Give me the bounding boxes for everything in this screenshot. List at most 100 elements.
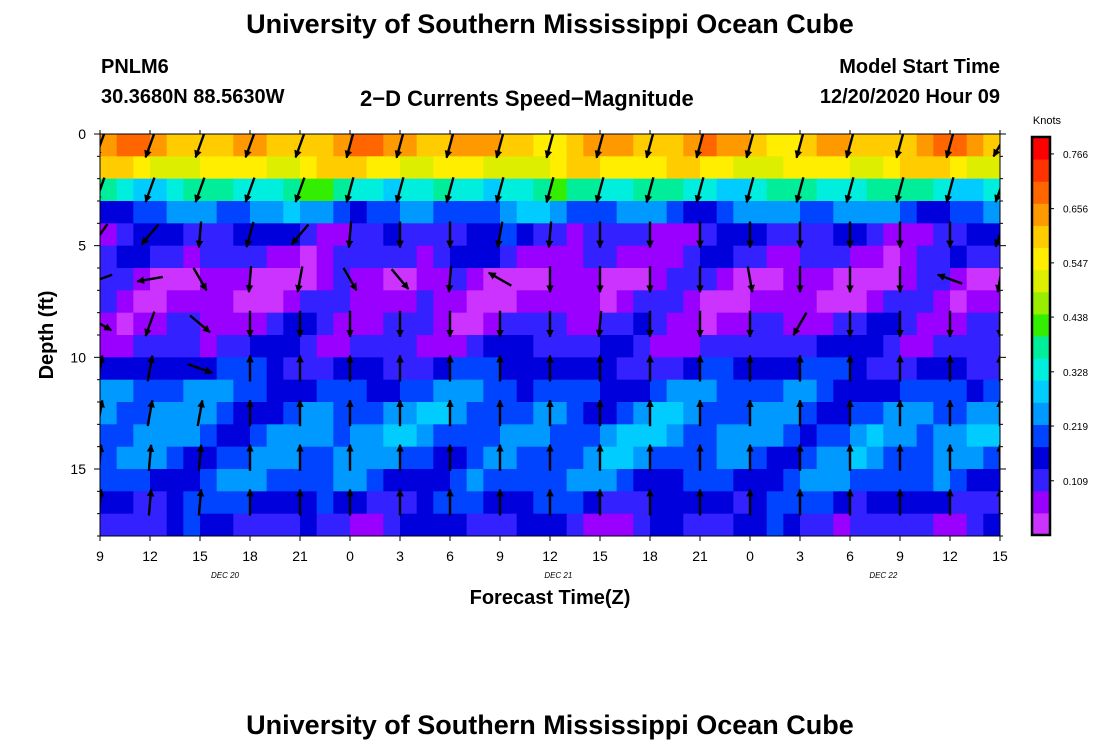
heatmap-cell	[366, 469, 384, 492]
heatmap-cell	[733, 513, 751, 536]
heatmap-cell	[333, 312, 351, 336]
heatmap-cell	[550, 513, 568, 536]
heatmap-cell	[366, 446, 384, 470]
current-vector-arrow	[544, 134, 555, 159]
heatmap-cell	[800, 335, 818, 358]
heatmap-cell	[550, 335, 568, 358]
heatmap-cell	[166, 469, 184, 492]
x-tick-label: 6	[446, 548, 454, 564]
heatmap-cell	[616, 178, 634, 202]
heatmap-cell	[500, 357, 518, 381]
heatmap-cell	[666, 402, 684, 425]
heatmap-cell	[333, 513, 351, 536]
heatmap-cell	[716, 156, 734, 180]
heatmap-cell	[866, 223, 884, 247]
heatmap-cell	[666, 156, 684, 180]
heatmap-cell	[383, 491, 401, 515]
heatmap-cell	[683, 424, 701, 448]
heatmap-cell	[800, 446, 818, 470]
x-tick-label: 12	[942, 548, 958, 564]
current-vector-arrow	[494, 176, 505, 204]
heatmap-cell	[600, 469, 618, 492]
heatmap-cell	[600, 245, 618, 269]
heatmap-cell	[516, 513, 534, 536]
heatmap-cell	[833, 357, 851, 381]
heatmap-cell	[200, 268, 218, 291]
heatmap-cell	[516, 424, 534, 448]
heatmap-cell	[100, 223, 118, 247]
heatmap-cell	[916, 268, 934, 291]
heatmap-cell	[566, 312, 584, 336]
heatmap-cell	[866, 156, 884, 180]
heatmap-cell	[550, 156, 568, 180]
heatmap-cell	[183, 424, 201, 448]
heatmap-cell	[483, 379, 501, 403]
heatmap-cell	[666, 446, 684, 470]
heatmap-cell	[250, 379, 268, 403]
heatmap-cell	[833, 268, 851, 291]
heatmap-cell	[700, 245, 718, 269]
heatmap-cell	[866, 245, 884, 269]
heatmap-cell	[983, 469, 1000, 492]
heatmap-cell	[450, 491, 468, 515]
heatmap-cell	[150, 134, 168, 157]
heatmap-cell	[800, 424, 818, 448]
heatmap-cell	[816, 379, 834, 403]
heatmap-cell	[633, 424, 651, 448]
heatmap-cell	[900, 134, 918, 157]
heatmap-cell	[983, 290, 1000, 314]
heatmap-cell	[166, 335, 184, 358]
heatmap-cell	[733, 491, 751, 515]
current-vector-arrow	[694, 134, 705, 159]
heatmap-cell	[583, 290, 601, 314]
heatmap-cell	[250, 223, 268, 247]
heatmap-cell	[116, 134, 134, 157]
heatmap-cell	[483, 513, 501, 536]
heatmap-cell	[350, 335, 368, 358]
heatmap-cell	[783, 513, 801, 536]
heatmap-cell	[350, 469, 368, 492]
current-vector-arrow	[290, 223, 310, 246]
heatmap-cell	[616, 245, 634, 269]
heatmap-cell	[783, 469, 801, 492]
heatmap-cell	[633, 379, 651, 403]
heatmap-cell	[683, 223, 701, 247]
heatmap-cell	[333, 223, 351, 247]
heatmap-cell	[600, 290, 618, 314]
heatmap-cell	[666, 513, 684, 536]
heatmap-cell	[250, 178, 268, 202]
heatmap-cell	[333, 156, 351, 180]
heatmap-cell	[183, 156, 201, 180]
heatmap-cell	[100, 491, 118, 515]
heatmap-cell	[916, 312, 934, 336]
heatmap-cell	[150, 290, 168, 314]
heatmap-cell	[550, 268, 568, 291]
heatmap-cell	[133, 424, 151, 448]
heatmap-cell	[750, 312, 768, 336]
heatmap-cell	[183, 469, 201, 492]
heatmap-cell	[833, 379, 851, 403]
heatmap-cell	[533, 268, 551, 291]
heatmap-cell	[533, 469, 551, 492]
heatmap-cell	[350, 446, 368, 470]
current-vector-arrow	[295, 266, 304, 293]
heatmap-cell	[316, 156, 334, 180]
heatmap-cell	[750, 178, 768, 202]
heatmap-cell	[716, 223, 734, 247]
heatmap-cell	[266, 379, 284, 403]
heatmap-cell	[366, 357, 384, 381]
heatmap-cell	[250, 134, 268, 157]
heatmap-cell	[866, 469, 884, 492]
heatmap-cell	[750, 245, 768, 269]
heatmap-cell	[633, 156, 651, 180]
heatmap-cell	[883, 312, 901, 336]
heatmap-cell	[566, 491, 584, 515]
heatmap-cell	[650, 491, 668, 515]
heatmap-cell	[633, 245, 651, 269]
heatmap-cell	[350, 245, 368, 269]
heatmap-cell	[766, 513, 784, 536]
heatmap-cell	[966, 357, 984, 381]
current-vector-arrow	[146, 444, 155, 471]
heatmap-cell	[483, 491, 501, 515]
heatmap-cell	[983, 335, 1000, 358]
